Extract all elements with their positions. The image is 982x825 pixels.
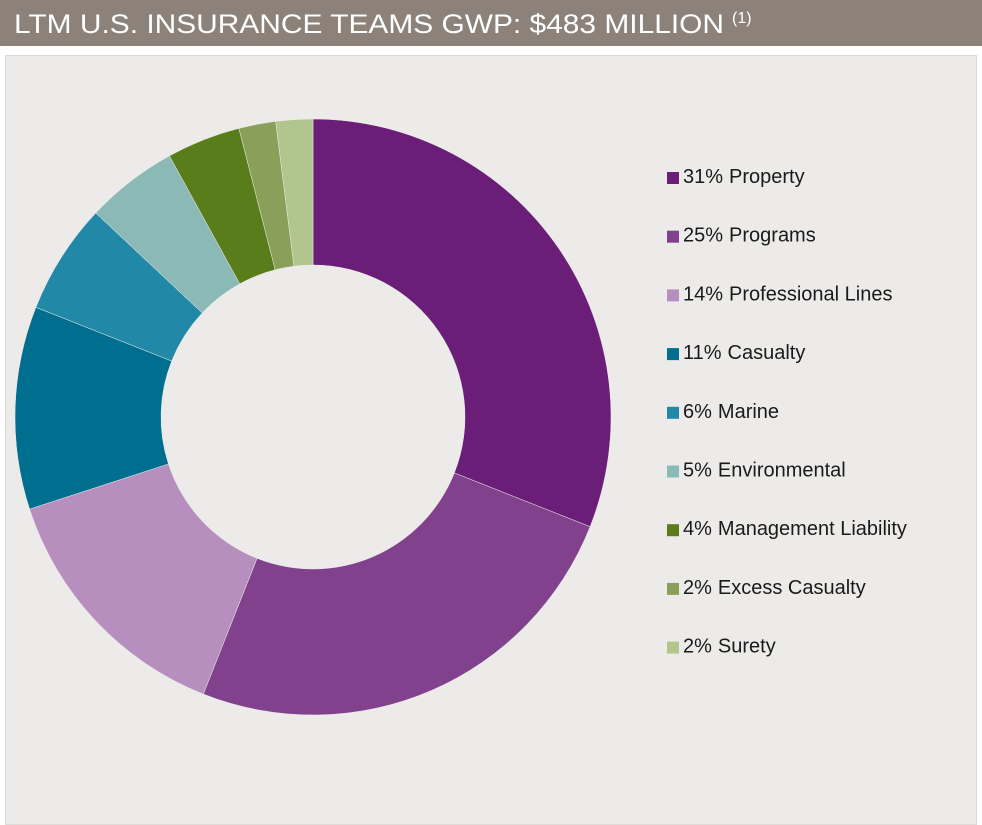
legend-label: Property bbox=[729, 166, 805, 188]
slice bbox=[29, 463, 258, 695]
legend-label: Surety bbox=[718, 636, 776, 658]
legend-entry: 11% Casualty bbox=[683, 342, 805, 364]
legend-entry: 6% Marine bbox=[683, 401, 779, 423]
legend-entry: 2% Surety bbox=[683, 636, 776, 658]
legend-label: Management Liability bbox=[718, 518, 907, 540]
legend-value: 4% bbox=[683, 518, 712, 540]
legend-value: 5% bbox=[683, 460, 712, 482]
donut bbox=[14, 118, 612, 716]
legend-value: 14% bbox=[683, 284, 723, 306]
legend-entry: 25% Programs bbox=[683, 225, 816, 247]
header-bar bbox=[0, 0, 982, 46]
chart-title: LTM U.S. INSURANCE TEAMS GWP: $483 MILLI… bbox=[14, 9, 724, 39]
legend: 31% Property 25% Programs 14% Professional Li… bbox=[667, 166, 907, 658]
slice bbox=[202, 472, 591, 716]
legend-entry: 2% Excess Casualty bbox=[683, 577, 866, 599]
legend-value: 25% bbox=[683, 225, 723, 247]
legend-label: Casualty bbox=[728, 342, 806, 364]
legend-value: 2% bbox=[683, 636, 712, 658]
legend-swatch bbox=[667, 289, 679, 302]
legend-swatch bbox=[667, 172, 679, 184]
legend-swatch bbox=[667, 406, 679, 419]
legend-label: Marine bbox=[718, 401, 779, 423]
legend-swatch bbox=[667, 641, 679, 654]
legend-label: Professional Lines bbox=[729, 284, 892, 306]
legend-label: Excess Casualty bbox=[718, 577, 866, 599]
legend-swatch bbox=[667, 582, 679, 595]
legend-entry: 31% Property bbox=[683, 166, 805, 188]
legend-value: 2% bbox=[683, 577, 712, 599]
title-note: (1) bbox=[732, 10, 752, 27]
legend-entry: 14% Professional Lines bbox=[683, 284, 892, 306]
legend-value: 11% bbox=[683, 342, 722, 364]
legend-label: Programs bbox=[729, 225, 816, 247]
legend-value: 6% bbox=[683, 401, 712, 423]
legend-entry: 4% Management Liability bbox=[683, 518, 907, 540]
legend-swatch bbox=[667, 524, 679, 537]
legend-swatch bbox=[667, 230, 679, 243]
slice bbox=[275, 118, 314, 267]
legend-swatch bbox=[667, 465, 679, 478]
legend-label: Environmental bbox=[718, 460, 846, 482]
slice bbox=[312, 118, 612, 528]
legend-entry: 5% Environmental bbox=[683, 460, 846, 482]
legend-value: 31% bbox=[683, 166, 723, 188]
legend-swatch bbox=[667, 348, 679, 361]
chart-title-group: LTM U.S. INSURANCE TEAMS GWP: $483 MILLI… bbox=[14, 9, 752, 39]
